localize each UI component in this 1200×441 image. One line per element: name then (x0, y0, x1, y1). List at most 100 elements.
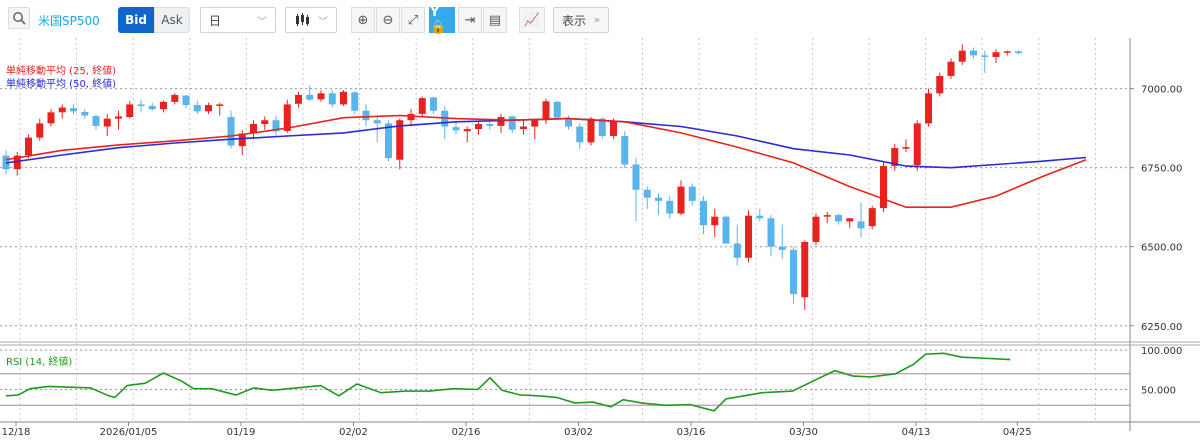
candle-body (632, 164, 640, 190)
rsi-pane (0, 352, 1130, 412)
candle (126, 101, 134, 119)
display-label: 表示 (562, 13, 587, 28)
candle-body (25, 137, 32, 156)
candle (553, 100, 561, 119)
candle-body (531, 120, 539, 127)
y-lock-button[interactable]: Y🔒 (429, 5, 455, 35)
candle (835, 213, 842, 225)
candle-body (362, 110, 370, 121)
candle-body (396, 120, 404, 160)
time-tick-label: 04/13 (902, 427, 931, 438)
candle (981, 50, 989, 73)
fit-button[interactable]: ⤢ (401, 7, 425, 33)
sma50-legend[interactable]: 単純移動平均 (50, 終値) (6, 79, 117, 90)
candle (666, 196, 674, 219)
candle-body (475, 124, 482, 130)
candle (486, 120, 494, 130)
candle-body (565, 117, 572, 127)
indicator-button[interactable]: 📈 (519, 7, 545, 33)
candle-body (790, 249, 797, 295)
candle (531, 120, 539, 140)
period-select[interactable]: 日 ﹀ (200, 7, 276, 33)
candle (272, 115, 280, 137)
display-menu[interactable]: 表示 » (553, 7, 609, 33)
price-tick-label: 6500.00 (1141, 243, 1182, 254)
candle (193, 100, 201, 114)
candle-body (711, 216, 719, 226)
candle-body (283, 104, 291, 131)
chart-type-select[interactable]: ﹀ (285, 7, 337, 33)
candle-body (542, 101, 550, 121)
candle (205, 102, 212, 114)
zoom-out-button[interactable]: ⊖ (376, 7, 400, 33)
zoom-in-button[interactable]: ⊕ (351, 7, 375, 33)
candle (227, 110, 235, 149)
candle (801, 240, 809, 310)
scroll-latest-button[interactable]: ⇥ (458, 7, 482, 33)
candle (261, 116, 269, 130)
candle (160, 100, 167, 113)
candle (407, 109, 415, 127)
candle-body (126, 104, 134, 118)
price-tick-label: 6750.00 (1141, 164, 1182, 175)
candle (778, 224, 786, 260)
candle (925, 88, 932, 127)
candle-body (812, 216, 820, 242)
candle-body (216, 104, 224, 106)
candle-body (115, 116, 122, 119)
ask-toggle[interactable]: Ask (154, 7, 190, 33)
sma25-line (5, 114, 1087, 208)
candle-body (81, 111, 89, 116)
candle-body (677, 186, 685, 214)
candle (970, 47, 977, 59)
search-icon (13, 12, 26, 25)
candle-body (981, 55, 989, 57)
candle-body (340, 91, 347, 105)
candle-body (193, 105, 201, 112)
symbol-label[interactable]: 米国SP500 (38, 13, 100, 28)
candle (733, 224, 741, 266)
candle (452, 121, 460, 135)
chart-area[interactable]: 6250.00 6500.00 6750.00 7000.00 50.000 100.00… (0, 38, 1200, 441)
rsi-tick-label: 100.000 (1141, 346, 1182, 357)
candle-body (351, 92, 359, 111)
candle-body (880, 166, 887, 209)
candle (508, 115, 516, 133)
document-button[interactable]: ▤ (483, 7, 507, 33)
price-pane (2, 44, 1087, 310)
bid-toggle[interactable]: Bid (118, 7, 154, 33)
candle (58, 104, 66, 119)
candle-body (756, 215, 764, 219)
price-tick-label: 7000.00 (1141, 85, 1182, 96)
candle-body (700, 200, 707, 226)
candle (295, 91, 302, 108)
candle (520, 120, 527, 135)
chevron-down-icon: ﹀ (257, 16, 267, 28)
candle (92, 114, 100, 130)
candle (857, 202, 865, 238)
candle (812, 213, 820, 246)
candle (992, 49, 1000, 64)
candle (36, 118, 44, 141)
candle-body (272, 120, 280, 132)
rsi-legend[interactable]: RSI (14, 終値) (6, 357, 73, 368)
candle (745, 210, 752, 263)
search-button[interactable] (8, 7, 30, 29)
candle-body (1003, 51, 1011, 53)
candle (913, 120, 921, 171)
candle-body (373, 120, 381, 124)
candle-body (486, 124, 494, 126)
candle (148, 102, 156, 111)
rsi-tick-label: 50.000 (1141, 386, 1176, 397)
candle (632, 158, 640, 222)
candle-body (902, 147, 910, 149)
candle (70, 104, 77, 115)
candle-body (947, 61, 955, 76)
candle-body (317, 93, 325, 100)
sma25-legend[interactable]: 単純移動平均 (25, 終値) (6, 66, 117, 77)
toolbar: 米国SP500 Bid Ask 日 ﹀ ﹀ ⊕ ⊖ ⤢ Y🔒 ⇥ ▤ 📈 表示 … (0, 0, 1200, 38)
candle (677, 180, 685, 216)
candle (643, 186, 651, 209)
candle (823, 211, 831, 223)
candle (610, 118, 617, 140)
